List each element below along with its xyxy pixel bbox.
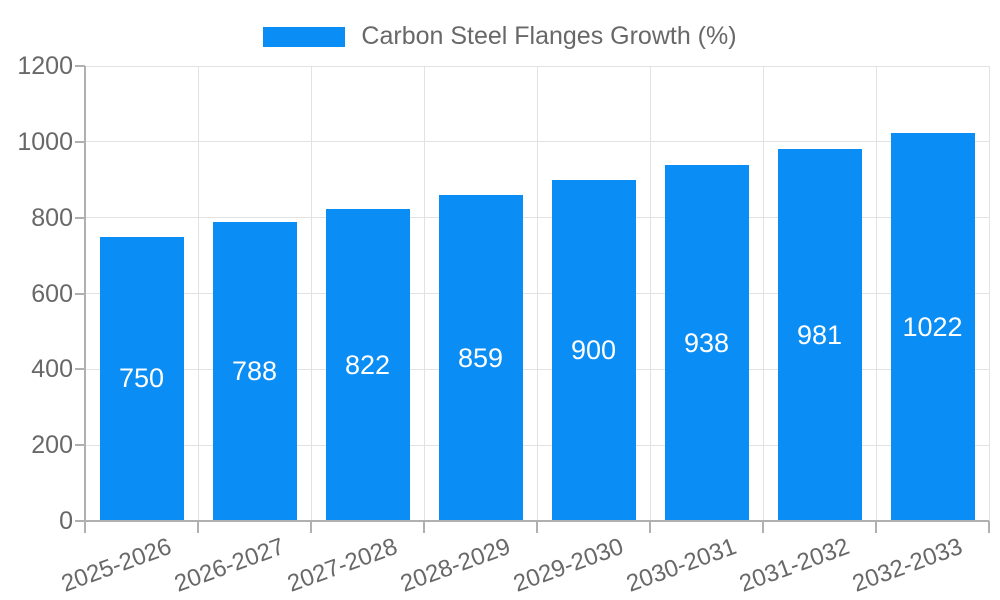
x-axis-tick-mark: [310, 521, 312, 533]
x-axis-tick-mark: [649, 521, 651, 533]
y-axis-tick-mark: [75, 444, 85, 447]
x-axis-tick-mark: [875, 521, 877, 533]
x-axis-tick-label: 2027-2028: [277, 533, 401, 598]
y-axis-tick-label: 600: [31, 279, 73, 308]
bar-value-label: 788: [231, 356, 278, 387]
x-axis-tick-label-text: 2026-2027: [170, 533, 288, 598]
gridline-vertical: [423, 66, 425, 521]
y-axis-tick-mark: [75, 520, 85, 522]
bar-value-label: 822: [344, 349, 391, 380]
bar-value-label: 859: [457, 342, 504, 373]
x-axis-line: [85, 520, 989, 522]
bar[interactable]: 822: [325, 209, 410, 521]
x-axis-tick-label: 2025-2026: [51, 533, 175, 598]
bar[interactable]: 900: [551, 179, 636, 521]
x-axis-tick-label: 2031-2032: [729, 533, 853, 598]
y-axis-tick-mark: [75, 65, 85, 67]
x-axis-tick-mark: [84, 521, 86, 533]
bar-value-label: 938: [683, 327, 730, 358]
y-axis-tick-label: 800: [31, 203, 73, 232]
x-axis-tick-mark: [423, 521, 425, 533]
x-axis-tick-label-text: 2032-2033: [848, 533, 966, 598]
legend-label: Carbon Steel Flanges Growth (%): [361, 22, 737, 50]
y-axis-tick-label: 1000: [17, 127, 73, 156]
bar[interactable]: 981: [777, 149, 862, 521]
y-axis-tick-mark: [75, 368, 85, 371]
x-axis-tick-label: 2029-2030: [503, 533, 627, 598]
gridline-vertical: [197, 66, 199, 521]
bar[interactable]: 788: [212, 222, 297, 521]
y-axis-tick-label: 0: [59, 507, 73, 535]
x-axis-tick-mark: [988, 521, 990, 533]
y-axis-tick-label: 1200: [17, 52, 73, 80]
gridline-vertical: [649, 66, 651, 521]
x-axis-tick-label-text: 2031-2032: [735, 533, 853, 598]
x-axis-tick-label: 2030-2031: [616, 533, 740, 598]
gridline-vertical: [875, 66, 877, 521]
legend-swatch-icon: [263, 26, 346, 47]
x-axis-tick-label: 2026-2027: [164, 533, 288, 598]
x-axis-tick-label: 2032-2033: [842, 533, 966, 598]
bar[interactable]: 750: [99, 236, 184, 521]
x-axis-tick-label: 2028-2029: [390, 533, 514, 598]
bar-value-label: 981: [796, 319, 843, 350]
x-axis-tick-label-text: 2030-2031: [622, 533, 740, 598]
x-axis-tick-mark: [197, 521, 199, 533]
bar-value-label: 900: [570, 334, 617, 365]
x-axis-tick-mark: [536, 521, 538, 533]
y-axis-tick-label: 200: [31, 431, 73, 460]
x-axis-tick-label-text: 2025-2026: [57, 533, 175, 598]
bar-value-label: 750: [118, 363, 165, 394]
bar[interactable]: 1022: [890, 133, 975, 521]
y-axis-tick-label: 400: [31, 355, 73, 384]
bar-value-label: 1022: [902, 311, 963, 342]
gridline-vertical: [988, 66, 990, 521]
y-axis-line: [84, 66, 86, 521]
y-axis-tick-mark: [75, 140, 85, 143]
gridline-vertical: [536, 66, 538, 521]
y-axis-tick-mark: [75, 292, 85, 295]
x-axis-tick-label-text: 2029-2030: [509, 533, 627, 598]
x-axis-tick-label-text: 2027-2028: [283, 533, 401, 598]
y-axis-tick-mark: [75, 216, 85, 219]
gridline-vertical: [762, 66, 764, 521]
x-axis-tick-label-text: 2028-2029: [396, 533, 514, 598]
bar[interactable]: 938: [664, 165, 749, 521]
bar[interactable]: 859: [438, 195, 523, 521]
chart-legend-item[interactable]: Carbon Steel Flanges Growth (%): [0, 22, 1000, 51]
x-axis-tick-mark: [762, 521, 764, 533]
gridline-vertical: [310, 66, 312, 521]
